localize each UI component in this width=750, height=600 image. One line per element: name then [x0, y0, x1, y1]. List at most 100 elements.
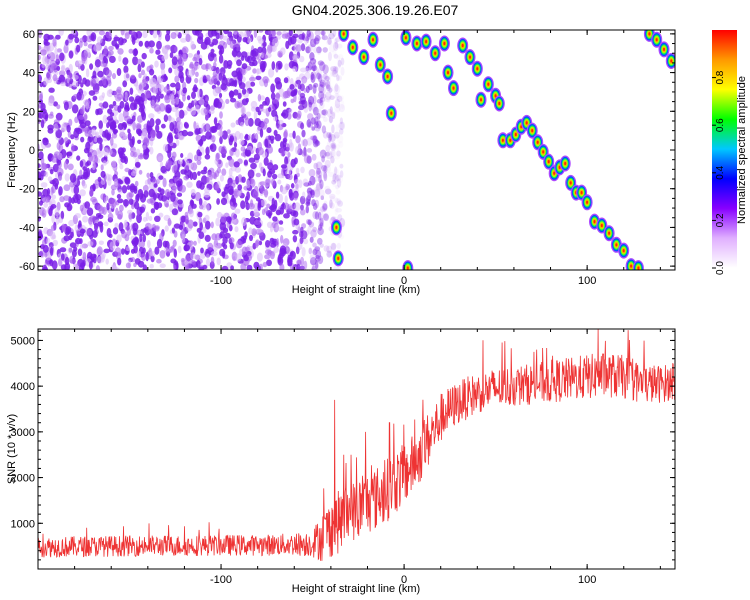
- y-tick-label: -40: [19, 222, 35, 234]
- noise-blob: [320, 195, 324, 200]
- noise-blob: [287, 173, 293, 181]
- noise-blob: [157, 78, 164, 83]
- noise-blob: [222, 74, 226, 81]
- ridge-point: [536, 140, 539, 144]
- noise-blob: [256, 68, 262, 75]
- noise-blob: [155, 123, 160, 133]
- noise-blob: [316, 257, 323, 262]
- noise-blob: [197, 211, 203, 218]
- noise-blob: [140, 108, 145, 118]
- noise-blob: [119, 100, 125, 109]
- noise-blob: [277, 254, 282, 263]
- noise-blob: [297, 89, 302, 96]
- noise-blob: [140, 61, 145, 68]
- noise-blob: [258, 58, 262, 64]
- noise-blob: [321, 109, 328, 116]
- noise-blob: [51, 213, 55, 224]
- noise-blob: [171, 165, 178, 174]
- noise-blob: [106, 133, 111, 141]
- noise-blob: [245, 179, 251, 189]
- noise-blob: [285, 183, 289, 193]
- noise-blob: [339, 163, 344, 169]
- noise-blob: [312, 249, 318, 256]
- noise-blob: [315, 170, 321, 179]
- noise-blob: [314, 35, 321, 42]
- noise-blob: [332, 134, 340, 139]
- noise-blob: [154, 60, 159, 68]
- noise-blob: [135, 148, 141, 155]
- noise-blob: [61, 65, 65, 72]
- noise-blob: [65, 39, 69, 46]
- noise-blob: [323, 73, 328, 80]
- noise-blob: [340, 66, 345, 76]
- noise-blob: [288, 30, 293, 37]
- noise-blob: [70, 134, 75, 140]
- noise-blob: [38, 191, 43, 197]
- noise-blob: [59, 247, 67, 253]
- noise-blob: [55, 129, 62, 139]
- noise-blob: [203, 191, 211, 198]
- noise-blob: [86, 207, 94, 216]
- noise-blob: [245, 97, 249, 103]
- noise-blob: [198, 198, 203, 206]
- noise-blob: [242, 237, 247, 244]
- noise-blob: [133, 262, 137, 268]
- ridge-point: [615, 243, 618, 247]
- noise-blob: [311, 37, 315, 45]
- noise-blob: [198, 98, 205, 105]
- colorbar-tick-label: 0.6: [715, 118, 726, 132]
- noise-blob: [161, 55, 166, 61]
- noise-blob: [109, 55, 116, 64]
- noise-blob: [161, 123, 166, 129]
- noise-blob: [205, 220, 211, 230]
- noise-blob: [222, 35, 228, 41]
- noise-blob: [333, 53, 339, 59]
- noise-blob: [202, 78, 208, 84]
- noise-blob: [329, 195, 336, 202]
- colorbar-label: Normalized spectral amplitude: [736, 76, 748, 224]
- noise-blob: [116, 93, 124, 100]
- noise-blob: [264, 254, 271, 260]
- noise-blob: [259, 128, 264, 138]
- noise-blob: [184, 254, 190, 263]
- noise-blob: [313, 106, 319, 116]
- noise-blob: [303, 238, 309, 245]
- noise-blob: [231, 218, 237, 224]
- noise-blob: [237, 92, 242, 100]
- noise-blob: [218, 145, 223, 153]
- noise-blob: [309, 254, 316, 261]
- noise-blob: [290, 158, 296, 168]
- noise-blob: [112, 227, 119, 235]
- noise-blob: [314, 71, 320, 79]
- noise-blob: [180, 230, 186, 239]
- noise-blob: [206, 253, 210, 259]
- noise-blob: [329, 44, 335, 53]
- noise-blob: [244, 81, 251, 90]
- noise-blob: [338, 174, 343, 183]
- noise-blob: [329, 202, 335, 210]
- noise-blob: [92, 254, 97, 264]
- noise-blob: [178, 225, 184, 230]
- noise-blob: [176, 180, 182, 187]
- noise-blob: [272, 98, 278, 104]
- noise-blob: [111, 160, 117, 171]
- noise-blob: [322, 73, 328, 80]
- noise-blob: [318, 218, 324, 227]
- noise-blob: [118, 55, 122, 62]
- noise-blob: [161, 195, 168, 202]
- noise-blob: [292, 229, 299, 235]
- noise-blob: [121, 185, 128, 194]
- noise-blob: [327, 252, 333, 257]
- noise-blob: [172, 239, 177, 247]
- noise-blob: [334, 197, 339, 204]
- noise-blob: [129, 102, 137, 111]
- noise-blob: [102, 160, 107, 166]
- noise-blob: [51, 234, 57, 240]
- noise-blob: [52, 163, 59, 173]
- noise-blob: [313, 162, 319, 170]
- noise-blob: [194, 104, 200, 111]
- noise-blob: [189, 171, 194, 180]
- noise-blob: [255, 172, 261, 178]
- noise-blob: [326, 97, 331, 103]
- noise-blob: [183, 175, 190, 181]
